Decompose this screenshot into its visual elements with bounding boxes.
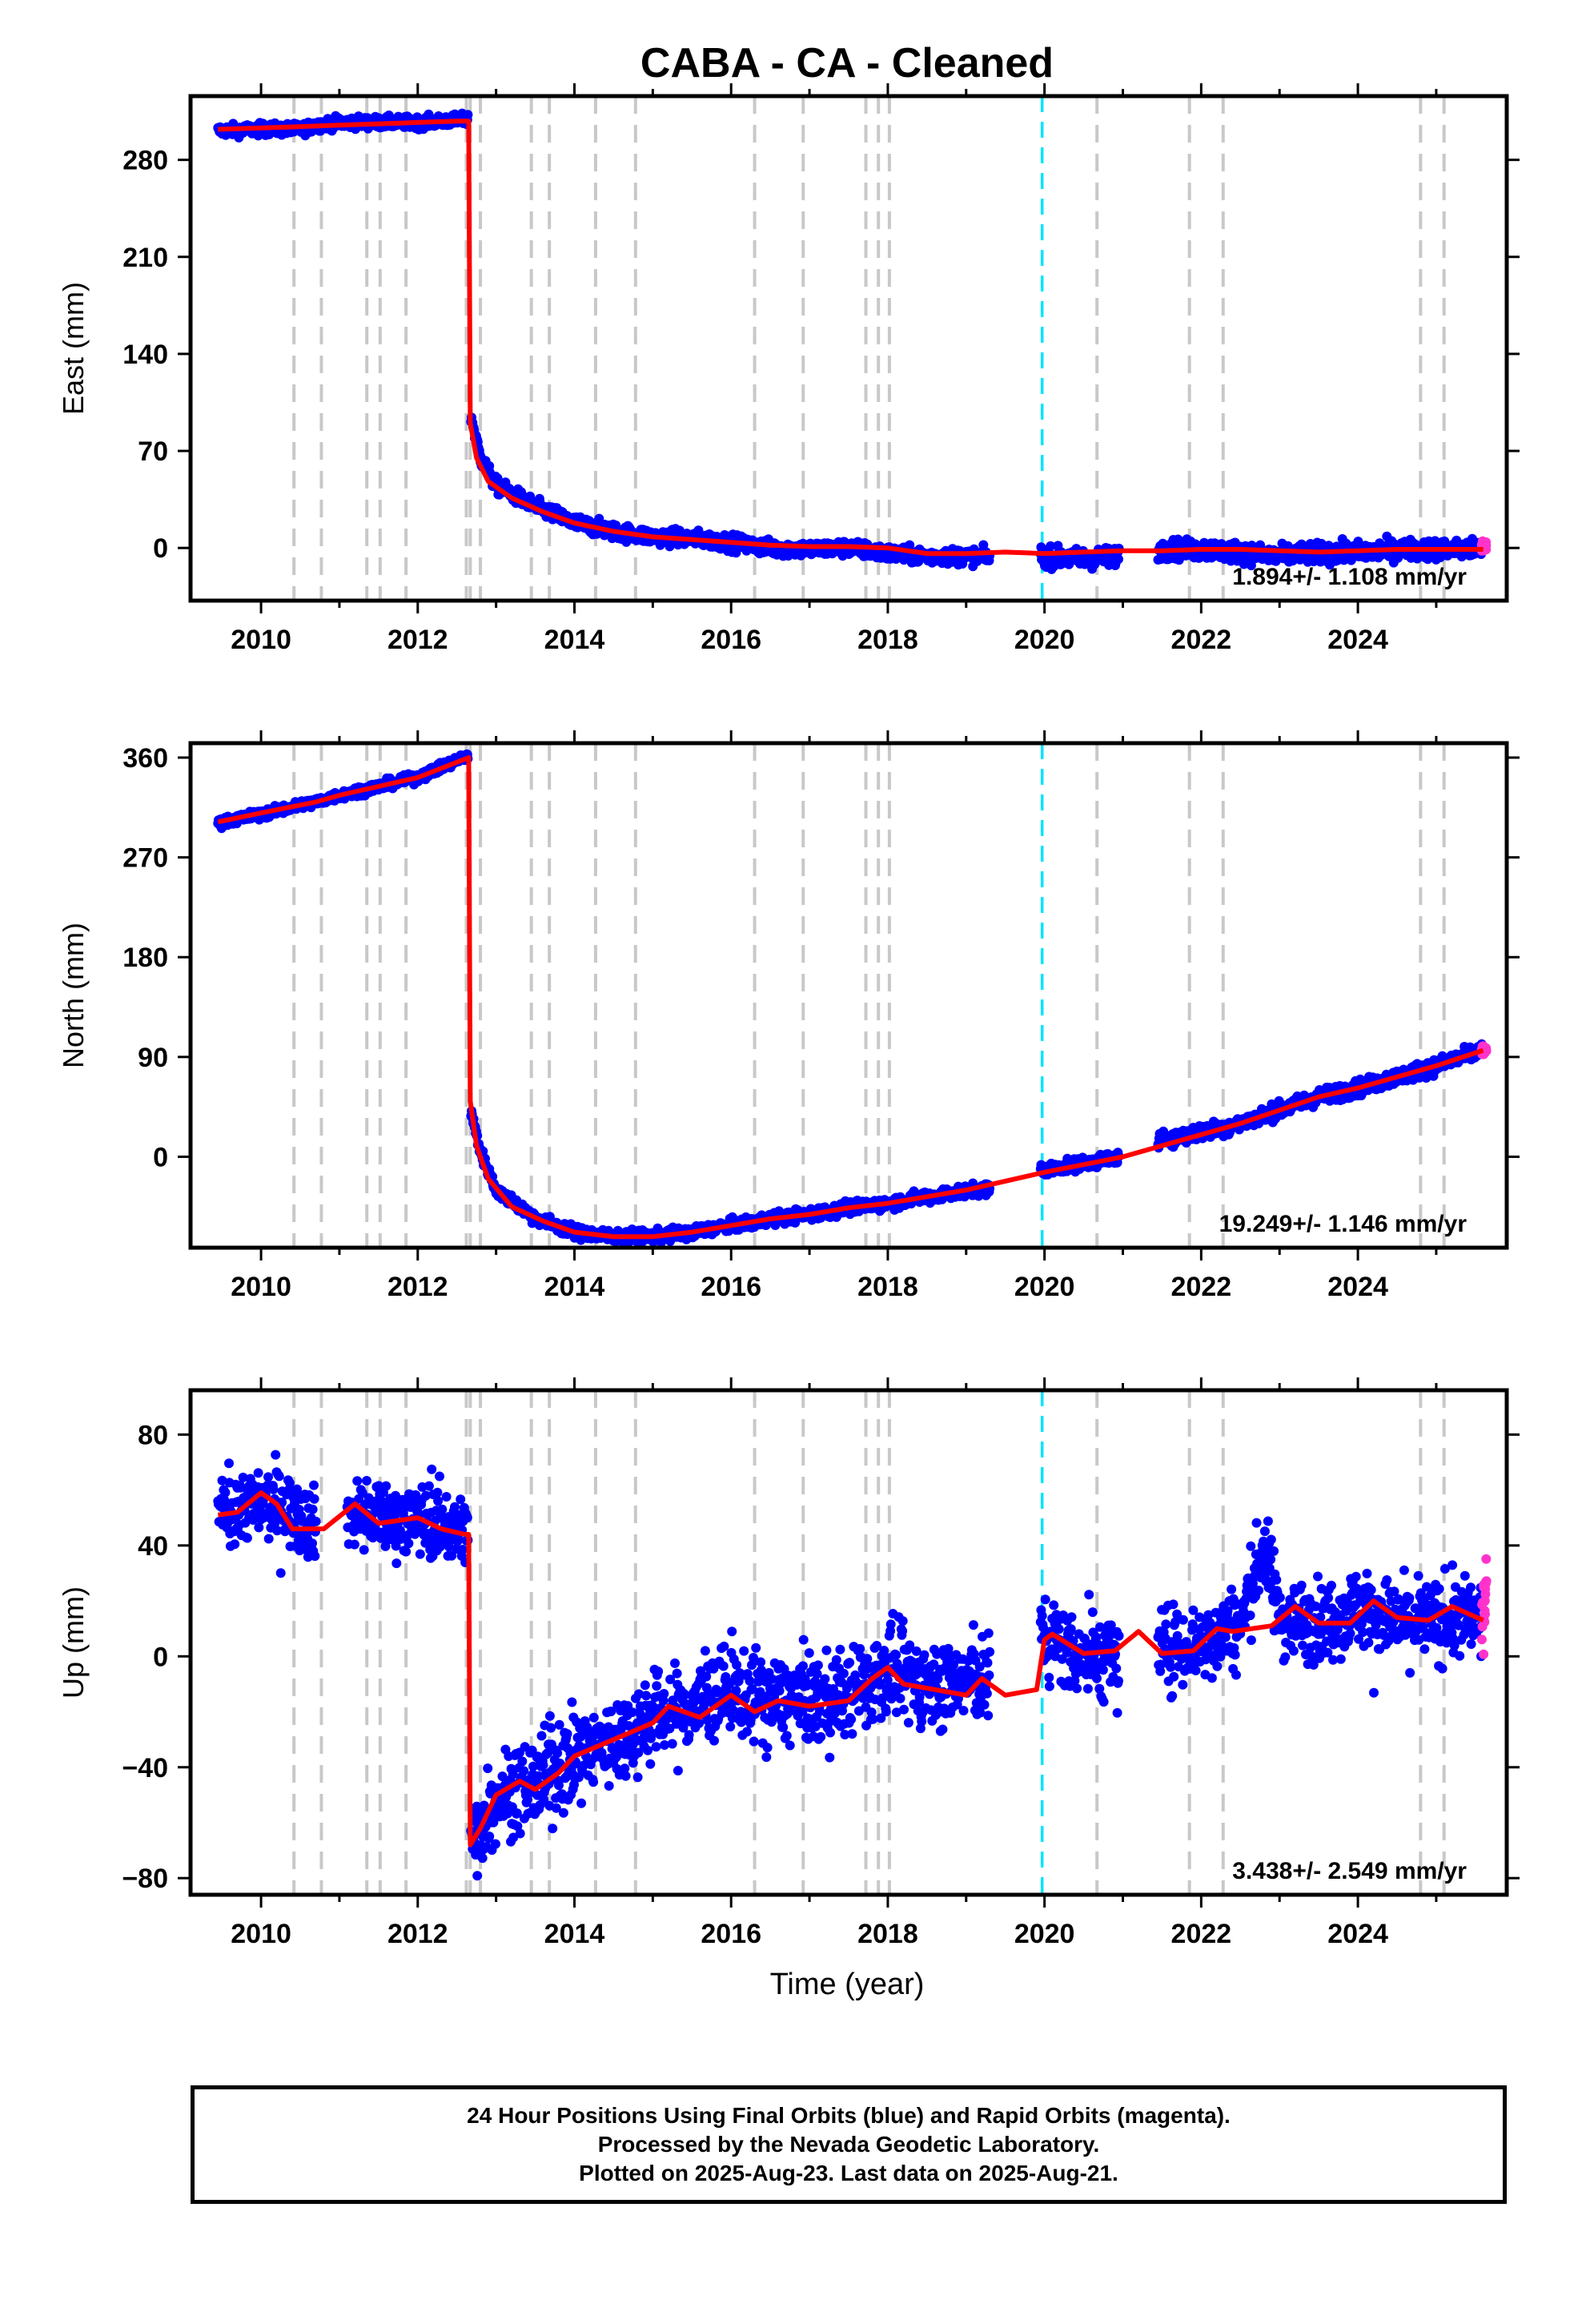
y-tick-label: 0 [153, 1142, 168, 1172]
x-tick-label: 2016 [701, 625, 761, 655]
x-tick-label: 2024 [1327, 1272, 1388, 1302]
data-point [352, 1476, 363, 1486]
y-tick-label: 270 [122, 843, 168, 874]
data-point [463, 110, 473, 120]
data-point [272, 1526, 283, 1536]
y-tick-label: 70 [138, 436, 168, 467]
rate-label: 19.249+/- 1.146 mm/yr [1219, 1211, 1468, 1237]
data-point [905, 540, 915, 550]
x-tick-label: 2010 [231, 1272, 291, 1302]
plot-frame [188, 741, 1509, 1250]
y-tick-label: 360 [122, 743, 168, 774]
y-axis-label: North (mm) [57, 923, 90, 1068]
rapid-orbit-points [1476, 536, 1492, 556]
y-tick-label: 0 [153, 533, 168, 564]
x-tick-label: 2014 [544, 625, 605, 655]
final-orbit-points [213, 108, 1487, 574]
data-point [253, 1468, 263, 1478]
data-point [263, 1472, 273, 1482]
x-tick-label: 2020 [1014, 1272, 1075, 1302]
data-point [310, 1551, 320, 1562]
rate-label: 1.894+/- 1.108 mm/yr [1232, 564, 1467, 590]
panel-east: 2010 2012 2014 2016 2018 2020 2022 2024 0 70 140 21… [57, 83, 1520, 655]
y-tick-label: 210 [122, 243, 168, 273]
x-tick-label: 2020 [1014, 625, 1075, 655]
plot-area [213, 96, 1492, 601]
data-point [242, 1533, 252, 1543]
data-point [359, 1545, 369, 1555]
data-point [1046, 541, 1056, 551]
data-point [230, 1539, 240, 1550]
panel-up: 2010 2012 2014 2016 2018 2020 2022 2024−80−4004… [57, 1377, 1520, 1949]
y-tick-label: 280 [122, 146, 168, 176]
data-point [263, 1534, 274, 1544]
model-line [218, 119, 1484, 557]
data-point [381, 1481, 391, 1491]
y-tick-label: 90 [138, 1043, 168, 1073]
data-point [309, 1480, 319, 1490]
chart-title: CABA - CA - Cleaned [640, 40, 1054, 86]
data-point [254, 1522, 264, 1533]
data-point [311, 1516, 321, 1526]
x-tick-label: 2016 [701, 1272, 761, 1302]
x-tick-label: 2010 [231, 625, 291, 655]
y-tick-label: 140 [122, 340, 168, 370]
data-point [271, 1449, 281, 1460]
data-point [1114, 554, 1123, 565]
data-point [284, 1478, 295, 1488]
data-point [224, 1458, 234, 1469]
data-point [292, 1484, 302, 1494]
data-point [594, 513, 604, 524]
final-orbit-points [213, 749, 1487, 1248]
data-point [349, 1539, 359, 1550]
data-point [268, 1484, 279, 1494]
data-point [296, 1516, 307, 1526]
panel-north: 2010 2012 2014 2016 2018 2020 2022 2024 0 90 180 27… [57, 730, 1520, 1302]
x-tick-label: 2018 [857, 1272, 918, 1302]
x-tick-label: 2024 [1327, 625, 1388, 655]
y-tick-label: 180 [122, 943, 168, 973]
data-point [220, 1487, 231, 1498]
y-axis-label: East (mm) [57, 282, 90, 415]
data-point [307, 1538, 317, 1549]
data-point [235, 1482, 246, 1493]
plot-area [213, 743, 1492, 1248]
final-orbit-points [213, 1449, 1487, 1881]
data-point [217, 1475, 227, 1486]
model-line [217, 755, 1484, 1240]
x-tick-label: 2014 [544, 1272, 605, 1302]
data-point [275, 1568, 286, 1578]
x-tick-label: 2022 [1171, 625, 1232, 655]
x-tick-label: 2018 [857, 625, 918, 655]
x-tick-label: 2012 [387, 625, 448, 655]
data-point [309, 1494, 319, 1504]
data-point [357, 1488, 367, 1498]
plot-frame [188, 94, 1509, 603]
x-tick-label: 2012 [387, 1272, 448, 1302]
x-tick-label: 2022 [1171, 1272, 1232, 1302]
data-point [274, 1471, 284, 1482]
plot-area [213, 1390, 1492, 1895]
data-point [238, 1472, 248, 1482]
data-point [362, 1476, 371, 1486]
data-point [307, 1504, 318, 1514]
